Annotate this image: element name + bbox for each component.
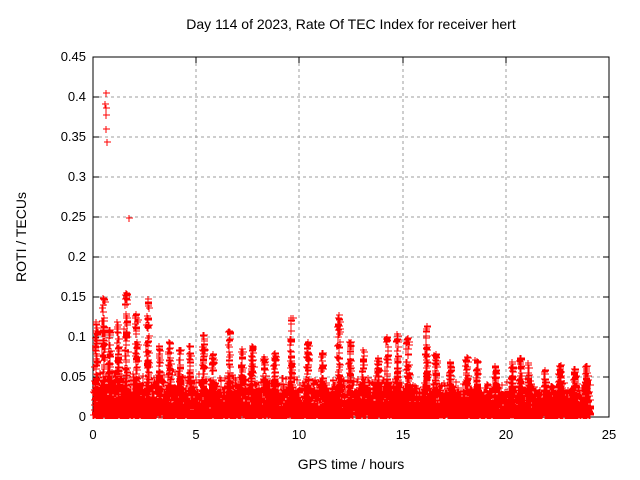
x-tick-label: 0 [89, 427, 97, 442]
x-tick-label: 20 [498, 427, 514, 442]
x-tick-label: 5 [192, 427, 200, 442]
x-tick-label: 10 [291, 427, 307, 442]
chart-title: Day 114 of 2023, Rate Of TEC Index for r… [186, 16, 516, 32]
y-tick-label: 0.2 [67, 249, 86, 264]
y-axis-title: ROTI / TECUs [13, 192, 29, 282]
y-tick-label: 0.35 [60, 129, 86, 144]
y-tick-label: 0.05 [60, 369, 86, 384]
y-tick-label: 0.4 [67, 89, 86, 104]
scatter-points [90, 90, 594, 419]
y-tick-label: 0 [78, 409, 86, 424]
y-tick-label: 0.3 [67, 169, 86, 184]
y-tick-label: 0.15 [60, 289, 86, 304]
y-tick-label: 0.45 [60, 49, 86, 64]
x-axis-title: GPS time / hours [297, 456, 405, 472]
x-tick-label: 15 [395, 427, 411, 442]
y-tick-label: 0.1 [67, 329, 86, 344]
y-tick-label: 0.25 [60, 209, 86, 224]
x-tick-label: 25 [601, 427, 617, 442]
